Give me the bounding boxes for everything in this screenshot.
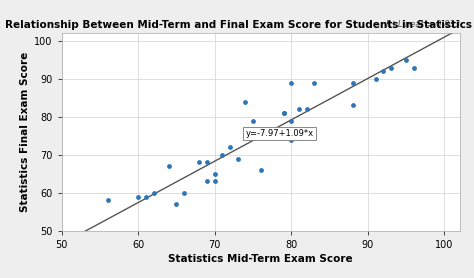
Point — [234, 157, 242, 161]
Point — [280, 111, 287, 115]
Point — [349, 81, 356, 85]
Y-axis label: Statistics Final Exam Score: Statistics Final Exam Score — [20, 52, 30, 212]
Point — [310, 81, 318, 85]
Point — [379, 69, 387, 74]
Point — [196, 160, 203, 165]
Point — [303, 107, 310, 111]
Point — [203, 179, 211, 183]
Text: R² Linear = 0.833: R² Linear = 0.833 — [385, 20, 460, 29]
Point — [280, 111, 287, 115]
Point — [372, 77, 379, 81]
Point — [410, 65, 418, 70]
Point — [402, 58, 410, 62]
Point — [211, 172, 219, 176]
Point — [211, 179, 219, 183]
Text: y=-7.97+1.09*x: y=-7.97+1.09*x — [246, 129, 313, 138]
Point — [387, 65, 395, 70]
Point — [349, 103, 356, 108]
Point — [288, 134, 295, 138]
Point — [165, 164, 173, 168]
Point — [203, 160, 211, 165]
Point — [249, 118, 257, 123]
Point — [288, 118, 295, 123]
Point — [173, 202, 180, 206]
Point — [226, 145, 234, 150]
Point — [219, 153, 226, 157]
X-axis label: Statistics Mid-Term Exam Score: Statistics Mid-Term Exam Score — [168, 254, 353, 264]
Point — [180, 190, 188, 195]
Point — [288, 137, 295, 142]
Point — [150, 190, 157, 195]
Title: Relationship Between Mid-Term and Final Exam Score for Students in Statistics Co: Relationship Between Mid-Term and Final … — [5, 20, 474, 30]
Point — [104, 198, 111, 203]
Point — [257, 168, 264, 172]
Point — [288, 81, 295, 85]
Point — [295, 107, 303, 111]
Point — [142, 194, 150, 199]
Point — [242, 100, 249, 104]
Point — [135, 194, 142, 199]
